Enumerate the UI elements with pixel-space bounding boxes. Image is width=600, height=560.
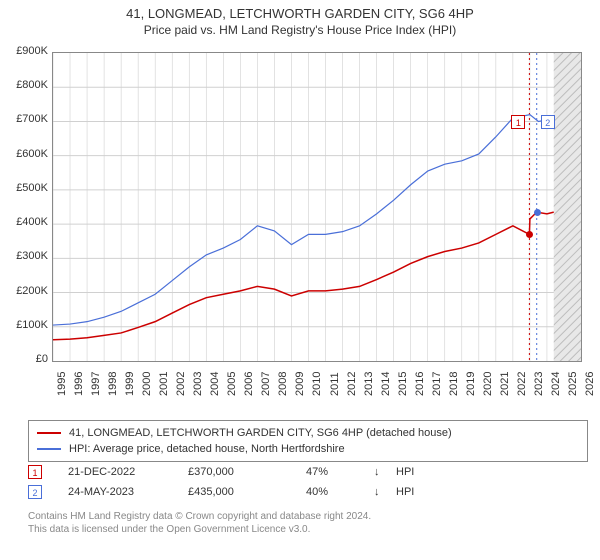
x-axis-label: 2004 <box>209 372 221 396</box>
x-axis-label: 2011 <box>329 372 341 396</box>
x-axis-label: 2015 <box>397 372 409 396</box>
x-axis-label: 1998 <box>107 372 119 396</box>
x-axis-label: 2002 <box>175 372 187 396</box>
y-axis-label: £100K <box>0 319 48 331</box>
x-axis-label: 2020 <box>482 372 494 396</box>
marker-label: 1 <box>511 115 525 129</box>
legend-swatch <box>37 432 61 434</box>
x-axis-label: 2006 <box>243 372 255 396</box>
legend-label: HPI: Average price, detached house, Nort… <box>69 443 345 455</box>
x-axis-label: 1996 <box>73 372 85 396</box>
footer: Contains HM Land Registry data © Crown c… <box>28 510 588 536</box>
x-axis-label: 2010 <box>311 372 323 396</box>
row-date: 24-MAY-2023 <box>50 486 180 498</box>
row-pct: 40% <box>306 486 366 498</box>
plot-area: 12 <box>52 52 582 362</box>
x-axis-label: 2026 <box>584 372 596 396</box>
x-axis-label: 2024 <box>550 372 562 396</box>
y-axis-label: £800K <box>0 79 48 91</box>
x-axis-label: 2018 <box>448 372 460 396</box>
y-axis-label: £700K <box>0 113 48 125</box>
x-axis-label: 2001 <box>158 372 170 396</box>
marker-label: 2 <box>541 115 555 129</box>
y-axis-label: £300K <box>0 250 48 262</box>
x-axis-label: 1999 <box>124 372 136 396</box>
y-axis-label: £500K <box>0 182 48 194</box>
chart-container: 41, LONGMEAD, LETCHWORTH GARDEN CITY, SG… <box>0 0 600 560</box>
footer-line-1: Contains HM Land Registry data © Crown c… <box>28 510 588 523</box>
x-axis-label: 2008 <box>277 372 289 396</box>
x-axis-label: 2017 <box>431 372 443 396</box>
x-axis-label: 2023 <box>533 372 545 396</box>
y-axis-label: £600K <box>0 148 48 160</box>
x-axis-label: 2013 <box>363 372 375 396</box>
y-axis-label: £400K <box>0 216 48 228</box>
footer-line-2: This data is licensed under the Open Gov… <box>28 523 588 536</box>
x-axis-label: 2012 <box>346 372 358 396</box>
x-axis-label: 2009 <box>294 372 306 396</box>
x-axis-label: 2005 <box>226 372 238 396</box>
arrow-down-icon: ↓ <box>374 486 388 498</box>
row-tag: HPI <box>396 486 436 498</box>
x-axis-label: 1995 <box>56 372 68 396</box>
row-tag: HPI <box>396 466 436 478</box>
x-axis-label: 2025 <box>567 372 579 396</box>
legend-label: 41, LONGMEAD, LETCHWORTH GARDEN CITY, SG… <box>69 427 452 439</box>
arrow-down-icon: ↓ <box>374 466 388 478</box>
x-axis-label: 2014 <box>380 372 392 396</box>
chart-subtitle: Price paid vs. HM Land Registry's House … <box>0 23 600 37</box>
title-block: 41, LONGMEAD, LETCHWORTH GARDEN CITY, SG… <box>0 0 600 37</box>
row-marker: 1 <box>28 465 42 479</box>
chart-title: 41, LONGMEAD, LETCHWORTH GARDEN CITY, SG… <box>0 6 600 21</box>
row-price: £435,000 <box>188 486 298 498</box>
y-axis-label: £200K <box>0 285 48 297</box>
x-axis-label: 2000 <box>141 372 153 396</box>
x-axis-label: 2022 <box>516 372 528 396</box>
row-marker: 2 <box>28 485 42 499</box>
chart-area: £0 £100K £200K £300K £400K £500K £600K £700K £80… <box>0 42 600 412</box>
row-pct: 47% <box>306 466 366 478</box>
x-axis-label: 1997 <box>90 372 102 396</box>
row-price: £370,000 <box>188 466 298 478</box>
x-axis-label: 2021 <box>499 372 511 396</box>
y-axis-label: £0 <box>0 353 48 365</box>
x-axis-label: 2016 <box>414 372 426 396</box>
x-axis-label: 2019 <box>465 372 477 396</box>
table-row: 2 24-MAY-2023 £435,000 40% ↓ HPI <box>28 482 588 502</box>
legend-item: HPI: Average price, detached house, Nort… <box>37 441 579 457</box>
x-axis-label: 2007 <box>260 372 272 396</box>
y-axis-label: £900K <box>0 45 48 57</box>
table-row: 1 21-DEC-2022 £370,000 47% ↓ HPI <box>28 462 588 482</box>
marker-dot <box>534 209 541 216</box>
transactions-table: 1 21-DEC-2022 £370,000 47% ↓ HPI 2 24-MAY-2023 £… <box>28 462 588 502</box>
legend-swatch <box>37 448 61 450</box>
x-axis-label: 2003 <box>192 372 204 396</box>
legend-item: 41, LONGMEAD, LETCHWORTH GARDEN CITY, SG… <box>37 425 579 441</box>
legend: 41, LONGMEAD, LETCHWORTH GARDEN CITY, SG… <box>28 420 588 462</box>
row-date: 21-DEC-2022 <box>50 466 180 478</box>
